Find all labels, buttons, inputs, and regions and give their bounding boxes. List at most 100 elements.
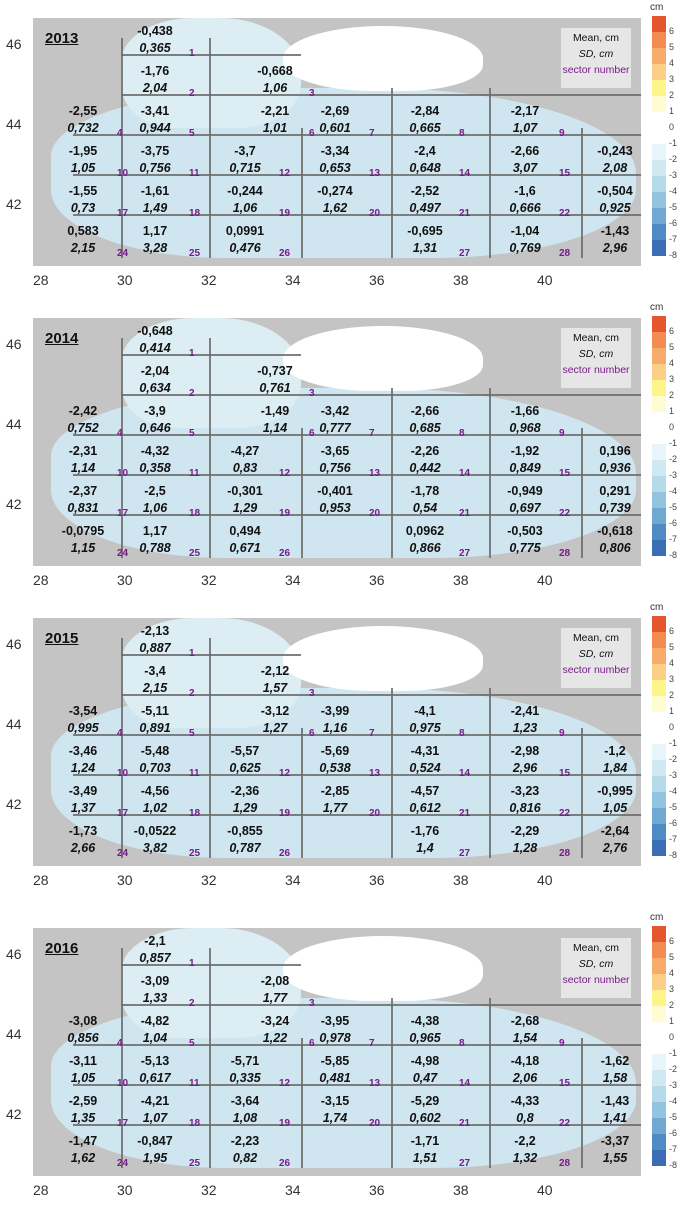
sector-sd: 1,62 [322, 201, 348, 215]
sector-sd: 0,538 [319, 761, 351, 775]
year-label: 2014 [45, 330, 79, 347]
sector-cell-25: 1,17 3,28 25 [123, 224, 209, 264]
sector-cell-10: -3,46 1,24 10 [51, 744, 137, 784]
sector-number: 1 [189, 648, 195, 659]
sector-number: 5 [189, 428, 195, 439]
sector-sd: 0,617 [139, 1071, 171, 1085]
sector-sd: 1,02 [142, 801, 168, 815]
sector-sd: 1,31 [412, 241, 438, 255]
colorbar-tick: 1 [669, 406, 675, 416]
sector-cell-15: -2,66 3,07 15 [493, 144, 579, 184]
sector-grid-line [121, 694, 641, 696]
sector-grid-line [73, 814, 641, 816]
legend-box: Mean, cm SD, cm sector number [561, 328, 631, 388]
sector-mean: -3,9 [144, 404, 166, 418]
sector-sd: 1,06 [262, 81, 288, 95]
sector-grid-line [121, 964, 301, 966]
sector-number: 26 [279, 848, 291, 859]
sector-cell-7: -3,42 0,777 7 [303, 404, 389, 444]
sector-grid-line [391, 688, 393, 858]
sector-number: 17 [117, 808, 129, 819]
sector-cell-3: -0,737 0,761 3 [243, 364, 329, 404]
sector-grid-line [73, 434, 641, 436]
sector-cell-26: 0,0991 0,476 26 [213, 224, 299, 264]
sector-sd: 0,47 [412, 1071, 438, 1085]
sector-mean: 0,494 [229, 524, 261, 538]
sector-cell-7: -2,69 0,601 7 [303, 104, 389, 144]
sector-mean: -2,5 [144, 484, 166, 498]
sector-number: 13 [369, 768, 381, 779]
sector-cell-18: -2,5 1,06 18 [123, 484, 209, 524]
sector-mean: -3,15 [320, 1094, 350, 1108]
colorbar-tick: -6 [669, 518, 678, 528]
colorbar-segment [652, 1006, 666, 1022]
sector-cell-9: -2,17 1,07 9 [493, 104, 579, 144]
colorbar-tick: -6 [669, 818, 678, 828]
sector-sd: 0,648 [409, 161, 441, 175]
colorbar-tick: -5 [669, 1112, 678, 1122]
sector-sd: 0,54 [412, 501, 438, 515]
sector-sd: 1,14 [262, 421, 288, 435]
legend-sector-label: sector number [562, 664, 630, 676]
sector-sd: 0,761 [259, 381, 291, 395]
sector-grid-line [73, 1044, 641, 1046]
colorbar-tick: 0 [669, 122, 675, 132]
sector-sd: 0,671 [229, 541, 261, 555]
colorbar-tick: 5 [669, 342, 675, 352]
sector-cell-19: -0,301 1,29 19 [213, 484, 299, 524]
sector-number: 13 [369, 168, 381, 179]
sector-mean: -0,301 [227, 484, 263, 498]
colorbar-segment [652, 1070, 666, 1086]
sector-number: 9 [559, 128, 565, 139]
sector-cell-6: -1,49 1,14 6 [243, 404, 329, 444]
sector-sd: 0,891 [139, 721, 171, 735]
sector-number: 10 [117, 468, 129, 479]
sector-number: 19 [279, 508, 291, 519]
map-frame: 2013 Mean, cm SD, cm sector number -0,438 0,3… [33, 18, 641, 266]
sector-cell-6: -3,24 1,22 6 [243, 1014, 329, 1054]
sector-sd: 0,612 [409, 801, 441, 815]
sector-sd: 2,96 [602, 241, 628, 255]
sector-cell-29: -3,371,5529 [583, 1134, 641, 1174]
colorbar-tick: 6 [669, 326, 675, 336]
sector-mean: -5,11 [141, 704, 169, 718]
sector-cell-3: -2,12 1,57 3 [243, 664, 329, 704]
sector-number: 3 [309, 388, 315, 399]
x-tick-label: 30 [117, 272, 133, 288]
sector-sd: 0,816 [509, 801, 541, 815]
colorbar-tick: -5 [669, 502, 678, 512]
sector-cell-15: -2,98 2,96 15 [493, 744, 579, 784]
sector-cell-2: -3,09 1,33 2 [123, 974, 209, 1014]
colorbar-tick: 1 [669, 106, 675, 116]
sector-grid-line [581, 1038, 583, 1168]
colorbar-tick: -8 [669, 850, 678, 860]
sector-sd: 1,04 [142, 1031, 168, 1045]
colorbar-tick: 2 [669, 690, 675, 700]
sector-sd: 1,01 [262, 121, 288, 135]
sector-cell-13: -5,85 0,481 13 [303, 1054, 389, 1094]
sector-sd: 1,84 [602, 761, 628, 775]
sector-number: 1 [189, 48, 195, 59]
sector-number: 13 [369, 468, 381, 479]
colorbar-tick: -2 [669, 154, 678, 164]
map-frame: 2015 Mean, cm SD, cm sector number -2,13 0,88… [33, 618, 641, 866]
map-frame: 2014 Mean, cm SD, cm sector number -0,648 0,4… [33, 318, 641, 566]
colorbar-tick: -7 [669, 834, 678, 844]
sector-grid-line [209, 638, 211, 858]
crimea-landmass [283, 936, 483, 1001]
x-tick-label: 32 [201, 1182, 217, 1198]
colorbar-tick: 2 [669, 390, 675, 400]
sector-grid-line [121, 338, 123, 558]
colorbar-segment [652, 616, 666, 632]
sector-mean: -4,21 [140, 1094, 170, 1108]
northwest-shelf [121, 18, 301, 128]
x-tick-label: 34 [285, 572, 301, 588]
sector-number: 18 [189, 808, 201, 819]
sector-cell-24: -1,47 1,62 24 [51, 1134, 137, 1174]
sector-sd: 0,646 [139, 421, 171, 435]
sector-sd: 1,07 [142, 1111, 168, 1125]
sector-sd: 1,28 [512, 841, 538, 855]
x-tick-label: 34 [285, 872, 301, 888]
colorbar-tick: 6 [669, 626, 675, 636]
